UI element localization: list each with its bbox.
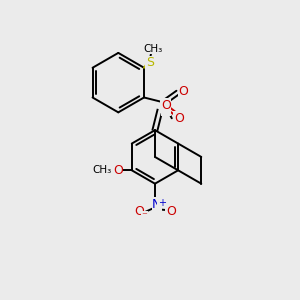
Text: CH₃: CH₃	[143, 44, 163, 54]
Text: O: O	[179, 85, 189, 98]
Text: N: N	[152, 198, 162, 211]
Text: O: O	[161, 99, 171, 112]
Text: O: O	[113, 164, 123, 177]
Text: O: O	[166, 205, 176, 218]
Text: +: +	[158, 197, 166, 208]
Text: S: S	[146, 56, 154, 69]
Text: CH₃: CH₃	[92, 165, 112, 175]
Text: O: O	[134, 205, 144, 218]
Text: O: O	[174, 112, 184, 125]
Text: ⁻: ⁻	[141, 212, 147, 221]
Text: N: N	[161, 102, 170, 115]
